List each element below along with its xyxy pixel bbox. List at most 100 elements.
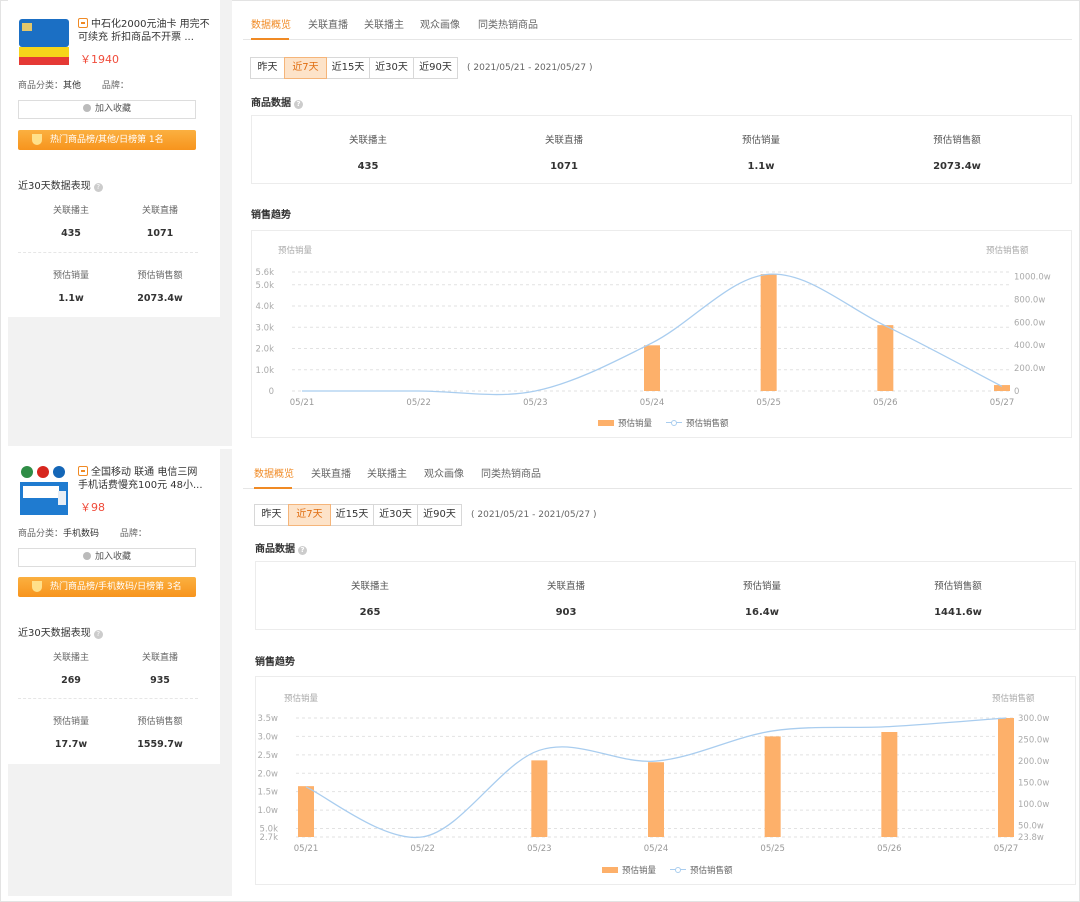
tab-similar-hot[interactable]: 同类热销商品 <box>478 20 538 31</box>
tab-overview[interactable]: 数据概览 <box>251 20 291 31</box>
left-tick-label: 5.0k <box>260 825 279 835</box>
tab-audience[interactable]: 观众画像 <box>424 469 464 480</box>
legend-bar-swatch <box>602 867 618 873</box>
bar-mark <box>531 760 548 837</box>
brand-label: 品牌： <box>101 81 129 91</box>
right-tick-label: 1000.0w <box>1014 273 1051 283</box>
product-block-1: 中石化2000元油卡 用完不可续充 折扣商品不开票 ... ￥1940 商品分类… <box>8 0 1076 446</box>
range-yesterday[interactable]: 昨天 <box>250 57 285 79</box>
left-tick-label: 2.0k <box>256 345 275 355</box>
help-icon[interactable]: ? <box>93 630 103 639</box>
recent-stat: 关联直播 935 <box>141 653 178 686</box>
add-favorite-button[interactable]: 加入收藏 <box>18 548 196 567</box>
right-tick-label: 600.0w <box>1014 318 1045 328</box>
help-icon[interactable]: ? <box>298 546 307 555</box>
bar-mark <box>644 345 660 391</box>
brand-label: 品牌： <box>119 529 147 539</box>
legend-bar-swatch <box>598 420 614 426</box>
product-thumbnail[interactable] <box>18 465 70 517</box>
recent-stat: 关联播主 435 <box>52 206 89 239</box>
left-axis-label: 预估销量 <box>284 694 319 704</box>
left-tick-label: 1.0w <box>258 806 279 816</box>
range-15d[interactable]: 近15天 <box>326 57 370 79</box>
product-meta: 商品分类：手机数码 品牌： <box>18 526 147 539</box>
legend-bar-label: 预估销量 <box>622 866 657 876</box>
recent-stat: 关联直播 1071 <box>141 206 178 239</box>
rank-banner[interactable]: 热门商品榜/其他/日榜第 1名 <box>18 130 196 150</box>
goods-stat: 关联播主 265 <box>350 581 389 618</box>
left-tick-label: 3.5w <box>258 714 279 724</box>
right-tick-label: 400.0w <box>1014 341 1045 351</box>
left-tick-label: 1.0k <box>256 366 275 376</box>
x-tick-label: 05/22 <box>406 398 431 408</box>
tab-overview[interactable]: 数据概览 <box>254 469 294 480</box>
range-7d[interactable]: 近7天 <box>284 57 327 79</box>
goods-stat: 预估销量 16.4w <box>742 581 781 618</box>
product-title[interactable]: 全国移动 联通 电信三网 手机话费慢充100元 48小... <box>78 466 203 491</box>
range-30d[interactable]: 近30天 <box>373 504 418 526</box>
add-favorite-button[interactable]: 加入收藏 <box>18 100 196 119</box>
right-tick-label: 150.0w <box>1018 779 1049 789</box>
recent-stat: 预估销量 17.7w <box>52 717 89 750</box>
help-icon[interactable]: ? <box>93 183 103 192</box>
tab-related-live[interactable]: 关联直播 <box>308 20 348 31</box>
product-block-2: 全国移动 联通 电信三网 手机话费慢充100元 48小... ￥98 商品分类：… <box>8 449 1076 896</box>
sales-trend-title: 销售趋势 <box>251 210 291 221</box>
x-tick-label: 05/25 <box>756 398 781 408</box>
left-tick-label: 1.5w <box>258 788 279 798</box>
range-15d[interactable]: 近15天 <box>330 504 374 526</box>
right-axis-label: 预估销售额 <box>986 246 1029 256</box>
left-axis-label: 预估销量 <box>278 246 313 256</box>
legend-line-swatch <box>670 866 687 874</box>
left-tick-label: 3.0k <box>256 323 275 333</box>
range-90d[interactable]: 近90天 <box>413 57 458 79</box>
bar-mark <box>760 274 777 391</box>
x-tick-label: 05/22 <box>410 844 435 854</box>
right-tick-label: 800.0w <box>1014 295 1045 305</box>
range-7d[interactable]: 近7天 <box>288 504 331 526</box>
tab-related-live[interactable]: 关联直播 <box>311 469 351 480</box>
bar-mark <box>998 718 1014 837</box>
product-title[interactable]: 中石化2000元油卡 用完不可续充 折扣商品不开票 ... <box>78 18 210 43</box>
goods-stat: 预估销售额 1441.6w <box>934 581 982 618</box>
legend-bar-label: 预估销量 <box>618 419 653 429</box>
range-yesterday[interactable]: 昨天 <box>254 504 289 526</box>
product-meta: 商品分类：其他 品牌： <box>18 78 129 91</box>
x-tick-label: 05/26 <box>877 844 902 854</box>
range-30d[interactable]: 近30天 <box>369 57 414 79</box>
x-tick-label: 05/27 <box>994 844 1019 854</box>
range-90d[interactable]: 近90天 <box>417 504 462 526</box>
right-axis-label: 预估销售额 <box>992 694 1035 704</box>
active-tab-underline <box>254 487 292 489</box>
bar-mark <box>994 385 1010 391</box>
tab-related-streamers[interactable]: 关联播主 <box>367 469 407 480</box>
active-tab-underline <box>251 38 289 40</box>
rank-text: 热门商品榜/其他/日榜第 1名 <box>50 135 164 145</box>
help-icon[interactable]: ? <box>294 100 303 109</box>
divider <box>18 698 198 699</box>
x-tick-label: 05/21 <box>290 398 315 408</box>
favorite-label: 加入收藏 <box>94 552 131 562</box>
tab-audience[interactable]: 观众画像 <box>420 20 460 31</box>
right-tick-label: 23.8w <box>1018 833 1044 843</box>
left-tick-label: 5.6k <box>256 268 275 278</box>
rank-banner[interactable]: 热门商品榜/手机数码/日榜第 3名 <box>18 577 196 597</box>
tab-related-streamers[interactable]: 关联播主 <box>364 20 404 31</box>
category-label: 商品分类： <box>18 81 64 91</box>
product-thumbnail[interactable] <box>18 16 70 68</box>
recent-30d-title: 近30天数据表现? <box>18 177 103 192</box>
favorite-label: 加入收藏 <box>94 104 131 114</box>
x-tick-label: 05/24 <box>640 398 665 408</box>
goods-stat: 预估销售额 2073.4w <box>933 135 981 172</box>
chart-legend: 预估销量 预估销售额 <box>602 864 733 876</box>
detail-tabs: 数据概览 关联直播 关联播主 观众画像 同类热销商品 <box>243 8 1072 40</box>
right-tick-label: 200.0w <box>1018 757 1049 767</box>
product-summary-card: 全国移动 联通 电信三网 手机话费慢充100元 48小... ￥98 商品分类：… <box>8 449 220 764</box>
recent-stat: 关联播主 269 <box>52 653 89 686</box>
product-detail-panel: 数据概览 关联直播 关联播主 观众画像 同类热销商品 昨天 近7天 近15天 近… <box>243 457 1076 892</box>
tab-similar-hot[interactable]: 同类热销商品 <box>481 469 541 480</box>
x-tick-label: 05/26 <box>873 398 898 408</box>
x-tick-label: 05/21 <box>294 844 319 854</box>
goods-data-title: 商品数据? <box>251 94 303 109</box>
left-tick-label: 5.0k <box>256 281 275 291</box>
